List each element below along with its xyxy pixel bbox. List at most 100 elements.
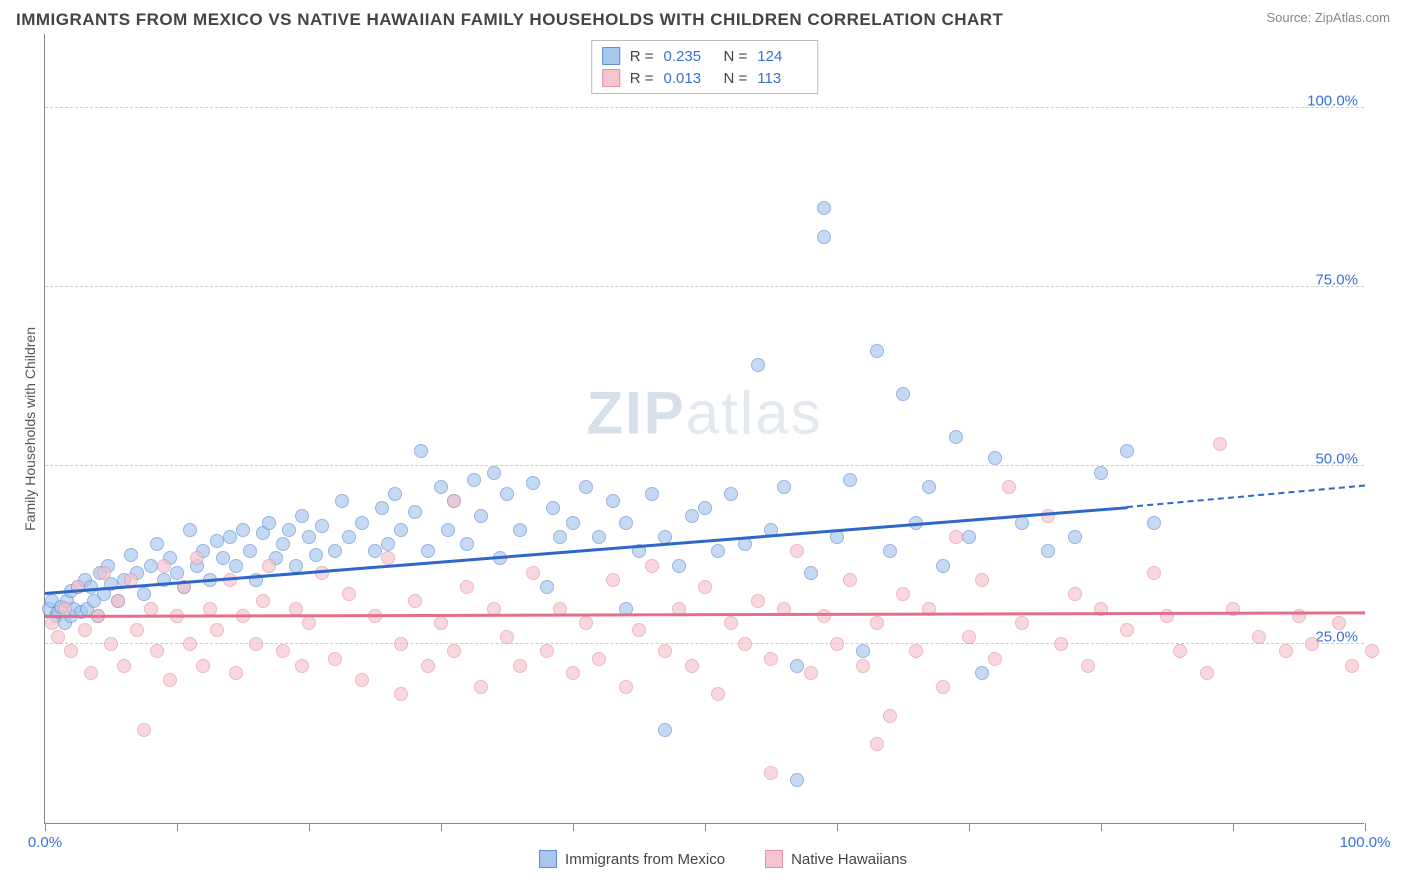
scatter-point-hawaiian [130,623,144,637]
scatter-point-hawaiian [460,580,474,594]
scatter-point-hawaiian [870,737,884,751]
chart-title: IMMIGRANTS FROM MEXICO VS NATIVE HAWAIIA… [16,10,1003,30]
scatter-point-hawaiian [764,652,778,666]
legend-item-hawaiian: Native Hawaiians [765,850,907,868]
scatter-point-mexico [540,580,554,594]
correlation-legend: R = 0.235 N = 124 R = 0.013 N = 113 [591,40,819,94]
scatter-point-mexico [830,530,844,544]
scatter-point-mexico [421,544,435,558]
scatter-point-mexico [870,344,884,358]
x-tick [441,823,442,831]
scatter-point-mexico [698,501,712,515]
scatter-point-mexico [790,659,804,673]
scatter-point-hawaiian [447,494,461,508]
scatter-point-mexico [335,494,349,508]
gridline [45,286,1364,287]
x-tick [1101,823,1102,831]
scatter-point-mexico [434,480,448,494]
chart-container: Family Households with Children ZIPatlas… [16,34,1390,824]
scatter-point-mexico [474,509,488,523]
scatter-point-mexico [711,544,725,558]
scatter-point-hawaiian [295,659,309,673]
scatter-point-hawaiian [104,637,118,651]
scatter-point-hawaiian [328,652,342,666]
scatter-point-mexico [388,487,402,501]
scatter-point-mexico [467,473,481,487]
scatter-point-hawaiian [137,723,151,737]
scatter-point-mexico [282,523,296,537]
scatter-point-hawaiian [1015,616,1029,630]
swatch-hawaiian [765,850,783,868]
legend-row-mexico: R = 0.235 N = 124 [602,45,808,67]
scatter-point-hawaiian [936,680,950,694]
scatter-point-hawaiian [711,687,725,701]
scatter-point-hawaiian [896,587,910,601]
scatter-point-mexico [210,534,224,548]
scatter-point-hawaiian [883,709,897,723]
scatter-point-mexico [381,537,395,551]
x-tick [573,823,574,831]
y-tick-label: 25.0% [1315,629,1358,646]
legend-item-mexico: Immigrants from Mexico [539,850,725,868]
scatter-point-mexico [606,494,620,508]
scatter-point-hawaiian [685,659,699,673]
scatter-point-mexico [295,509,309,523]
scatter-point-mexico [144,559,158,573]
scatter-point-mexico [243,544,257,558]
scatter-point-mexico [513,523,527,537]
scatter-point-mexico [751,358,765,372]
scatter-point-mexico [804,566,818,580]
scatter-point-mexico [817,230,831,244]
scatter-point-hawaiian [163,673,177,687]
scatter-point-mexico [315,519,329,533]
scatter-point-hawaiian [1213,437,1227,451]
scatter-point-hawaiian [870,616,884,630]
scatter-point-hawaiian [408,594,422,608]
n-label: N = [724,70,748,87]
scatter-point-hawaiian [394,687,408,701]
scatter-point-hawaiian [579,616,593,630]
scatter-point-hawaiian [144,602,158,616]
scatter-point-hawaiian [843,573,857,587]
scatter-point-mexico [414,444,428,458]
scatter-point-hawaiian [249,637,263,651]
scatter-point-hawaiian [1305,637,1319,651]
swatch-hawaiian [602,69,620,87]
scatter-point-hawaiian [1252,630,1266,644]
x-tick [45,823,46,831]
scatter-point-mexico [936,559,950,573]
scatter-point-mexico [777,480,791,494]
scatter-point-mexico [546,501,560,515]
scatter-point-hawaiian [566,666,580,680]
scatter-point-hawaiian [1147,566,1161,580]
scatter-point-hawaiian [856,659,870,673]
scatter-point-hawaiian [658,644,672,658]
scatter-point-hawaiian [256,594,270,608]
scatter-point-hawaiian [1068,587,1082,601]
scatter-point-hawaiian [645,559,659,573]
scatter-point-mexico [375,501,389,515]
source-attribution: Source: ZipAtlas.com [1266,10,1390,25]
scatter-point-hawaiian [117,659,131,673]
scatter-point-mexico [276,537,290,551]
scatter-point-mexico [262,516,276,530]
scatter-point-hawaiian [1002,480,1016,494]
x-tick [705,823,706,831]
watermark: ZIPatlas [586,378,822,447]
scatter-point-hawaiian [58,602,72,616]
x-tick-label: 0.0% [28,834,62,851]
r-label: R = [630,48,654,65]
scatter-point-mexico [328,544,342,558]
scatter-point-hawaiian [817,609,831,623]
scatter-point-mexico [922,480,936,494]
scatter-point-mexico [949,430,963,444]
scatter-point-mexico [441,523,455,537]
scatter-point-hawaiian [975,573,989,587]
scatter-point-hawaiian [1160,609,1174,623]
gridline [45,107,1364,108]
gridline [45,465,1364,466]
scatter-point-hawaiian [183,637,197,651]
scatter-point-mexico [1120,444,1134,458]
scatter-point-mexico [342,530,356,544]
scatter-point-mexico [223,530,237,544]
